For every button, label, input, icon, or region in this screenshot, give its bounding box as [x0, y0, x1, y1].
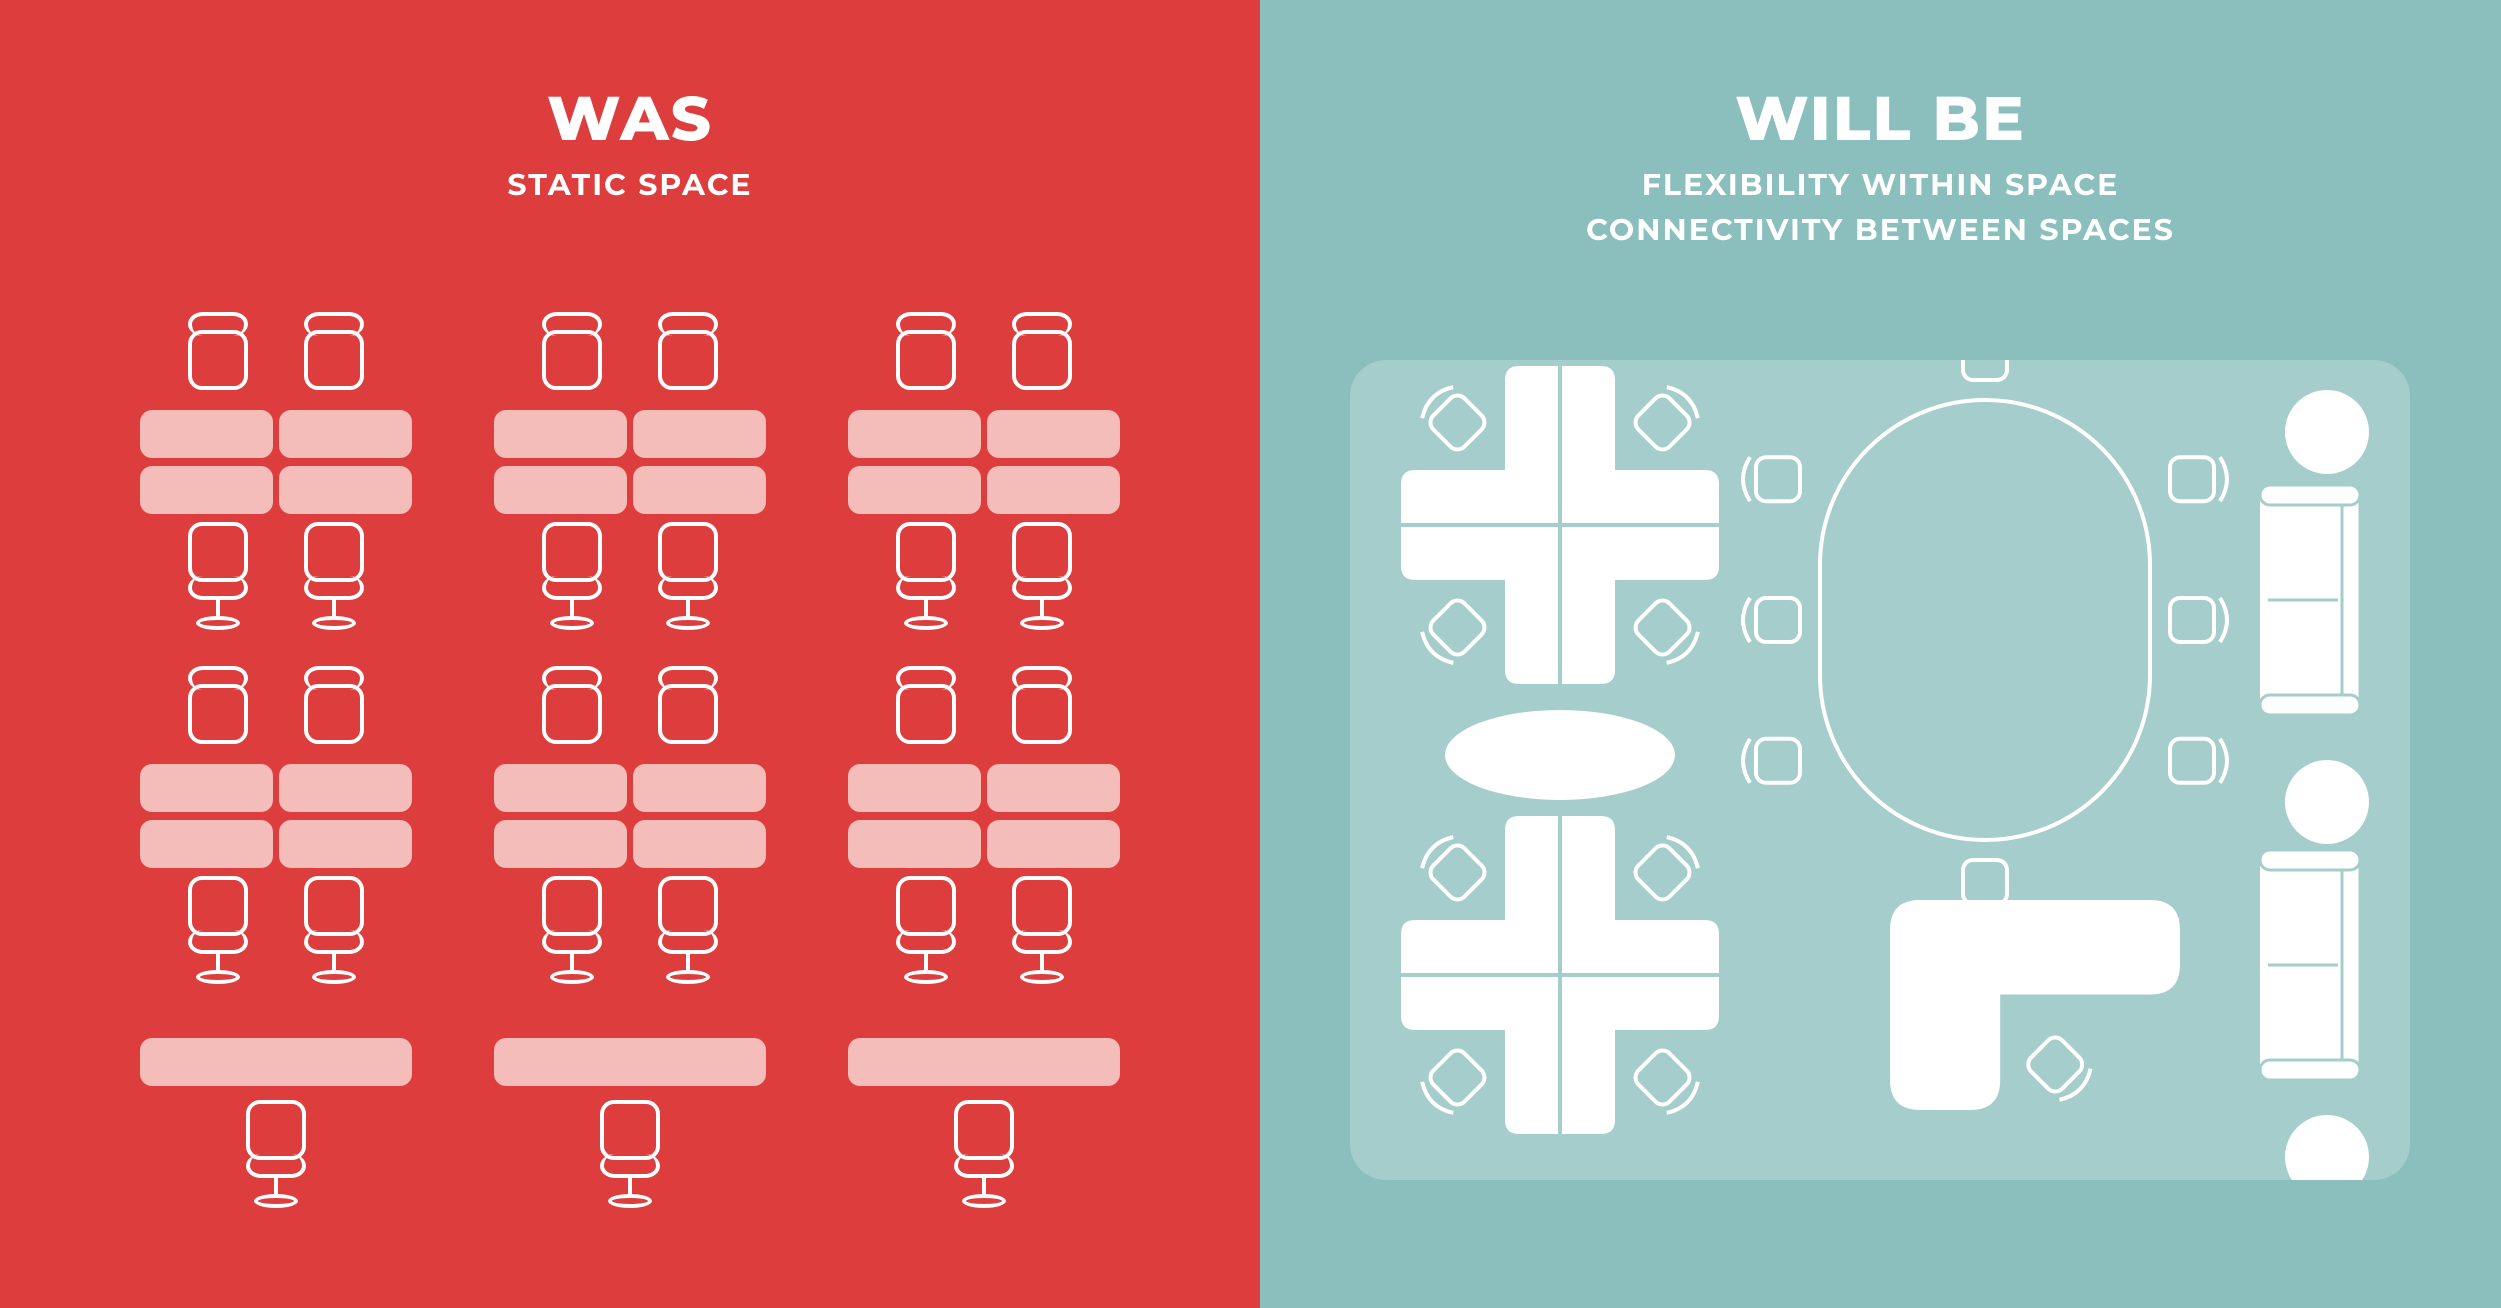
single-desk: [848, 1038, 1120, 1160]
desk-icon: [494, 410, 766, 458]
was-illustration: [140, 330, 1120, 1160]
chair-icon: [1012, 522, 1072, 582]
was-subtitle: STATIC SPACE: [0, 166, 1260, 203]
desk-icon: [140, 410, 412, 458]
desk-cluster: [140, 330, 412, 594]
sofa-icon: [2260, 485, 2360, 715]
chair-icon: [304, 330, 364, 390]
pod-desk-icon: [1401, 366, 1719, 684]
willbe-title: WILL BE: [1260, 80, 2501, 156]
desk-cluster: [494, 330, 766, 594]
desk-icon: [848, 466, 1120, 514]
chair-icon: [542, 876, 602, 936]
desk-icon: [494, 764, 766, 812]
sofa-icon: [2260, 850, 2360, 1080]
panel-was: WAS STATIC SPACE: [0, 0, 1260, 1308]
chair-icon: [188, 522, 248, 582]
chair-icon: [896, 522, 956, 582]
desk-icon: [140, 466, 412, 514]
desk-icon: [494, 820, 766, 868]
ottoman-icon: [2285, 390, 2369, 474]
pod-desk-icon: [1401, 816, 1719, 1134]
desk-cluster: [140, 684, 412, 948]
ottoman-icon: [2285, 760, 2369, 844]
chair-icon: [542, 684, 602, 744]
l-desk-icon: [1890, 900, 2180, 1110]
chair-icon: [896, 684, 956, 744]
chair-icon: [304, 684, 364, 744]
desk-icon: [848, 820, 1120, 868]
desk-icon: [494, 466, 766, 514]
desk-cluster: [848, 684, 1120, 948]
meeting-table-icon: [1743, 360, 2227, 917]
chair-icon: [658, 876, 718, 936]
panel-willbe: WILL BE FLEXIBILITY WITHIN SPACE CONNECT…: [1260, 0, 2501, 1308]
chair-icon: [896, 330, 956, 390]
chair-icon: [954, 1100, 1014, 1160]
willbe-room: [1350, 360, 2410, 1180]
chair-icon: [304, 876, 364, 936]
was-title: WAS: [0, 80, 1260, 156]
chair-icon: [658, 522, 718, 582]
willbe-subtitle1: FLEXIBILITY WITHIN SPACE: [1260, 166, 2501, 203]
chair-icon: [188, 876, 248, 936]
single-desk: [140, 1038, 412, 1160]
desk-icon: [848, 764, 1120, 812]
chair-icon: [1012, 876, 1072, 936]
oval-table-icon: [1445, 710, 1675, 800]
chair-icon: [1012, 330, 1072, 390]
chair-icon: [304, 522, 364, 582]
chair-icon: [658, 684, 718, 744]
chair-icon: [542, 522, 602, 582]
single-desk: [494, 1038, 766, 1160]
chair-icon: [658, 330, 718, 390]
desk-cluster: [494, 684, 766, 948]
chair-icon: [188, 330, 248, 390]
ottoman-icon: [2285, 1115, 2369, 1180]
chair-icon: [896, 876, 956, 936]
chair-icon: [188, 684, 248, 744]
desk-icon: [848, 410, 1120, 458]
desk-icon: [140, 820, 412, 868]
chair-icon: [542, 330, 602, 390]
willbe-subtitle2: CONNECTIVITY BETWEEN SPACES: [1260, 211, 2501, 248]
chair-icon: [600, 1100, 660, 1160]
desk-icon: [140, 764, 412, 812]
chair-icon: [1012, 684, 1072, 744]
desk-cluster: [848, 330, 1120, 594]
chair-icon: [246, 1100, 306, 1160]
